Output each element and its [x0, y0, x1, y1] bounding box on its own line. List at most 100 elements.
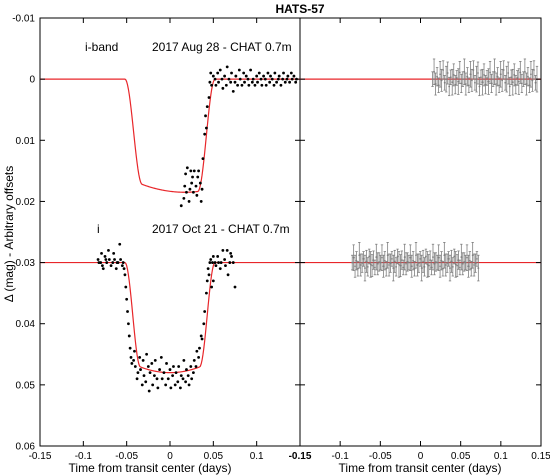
- data-point-2: [128, 346, 132, 350]
- data-point-1: [277, 74, 281, 78]
- residual-point-2: [426, 263, 429, 266]
- residual-point-2: [466, 256, 468, 259]
- residual-point-2: [427, 264, 430, 267]
- data-point-1: [294, 80, 298, 84]
- data-point-1: [292, 74, 296, 78]
- series-2-date: 2017 Oct 21 - CHAT 0.7m: [152, 222, 290, 236]
- data-point-2: [173, 383, 177, 387]
- residual-point-1: [522, 78, 525, 81]
- y-tick-label: 0.02: [16, 197, 36, 208]
- data-point-2: [107, 258, 111, 261]
- data-point-2: [130, 362, 134, 365]
- residual-point-2: [354, 265, 356, 268]
- data-point-2: [127, 334, 131, 338]
- data-point-2: [164, 383, 168, 387]
- residual-point-2: [453, 255, 456, 258]
- data-point-1: [238, 77, 242, 81]
- residual-point-2: [371, 264, 373, 267]
- data-point-2: [200, 337, 204, 341]
- data-point-2: [105, 261, 109, 264]
- residual-point-1: [475, 78, 478, 81]
- data-point-2: [210, 285, 214, 289]
- data-point-1: [198, 181, 202, 185]
- data-point-1: [199, 200, 203, 203]
- data-point-1: [205, 105, 209, 109]
- data-point-1: [236, 83, 240, 87]
- residual-point-1: [490, 82, 493, 85]
- residual-point-1: [492, 78, 494, 81]
- data-point-1: [187, 200, 191, 203]
- data-point-2: [218, 267, 222, 271]
- data-point-2: [124, 285, 128, 289]
- y-tick-label: 0.05: [16, 380, 36, 391]
- residual-point-2: [473, 264, 475, 266]
- residual-point-1: [455, 77, 458, 79]
- data-point-1: [283, 80, 287, 84]
- data-point-2: [207, 273, 211, 277]
- data-point-1: [194, 184, 198, 188]
- data-point-2: [144, 380, 148, 384]
- data-point-1: [185, 166, 189, 170]
- data-point-2: [142, 374, 146, 378]
- residual-point-2: [393, 260, 396, 263]
- data-point-1: [197, 169, 201, 173]
- data-point-1: [220, 77, 224, 81]
- residual-point-1: [449, 76, 452, 79]
- data-point-2: [198, 346, 201, 350]
- data-point-2: [203, 310, 207, 313]
- data-point-2: [213, 261, 217, 264]
- data-point-2: [165, 362, 168, 365]
- residual-point-2: [423, 265, 426, 268]
- data-point-2: [153, 374, 156, 378]
- data-point-2: [146, 365, 150, 368]
- x-tick-label: -0.1: [75, 451, 93, 462]
- residual-point-2: [399, 264, 402, 267]
- residual-point-2: [361, 262, 364, 265]
- data-point-2: [208, 261, 212, 264]
- data-point-1: [224, 83, 228, 87]
- data-point-1: [279, 83, 283, 87]
- data-point-2: [145, 352, 149, 356]
- residual-point-1: [530, 73, 532, 76]
- residual-point-2: [382, 265, 385, 268]
- x-tick-label: 0.15: [531, 451, 550, 462]
- residual-point-2: [395, 265, 398, 268]
- data-point-1: [203, 132, 207, 136]
- data-point-1: [275, 80, 278, 84]
- data-point-2: [174, 371, 178, 375]
- data-point-1: [246, 77, 250, 81]
- residual-point-1: [472, 69, 475, 71]
- data-point-2: [189, 365, 193, 368]
- residual-point-2: [430, 266, 433, 269]
- residual-point-2: [405, 262, 407, 265]
- data-point-1: [237, 68, 241, 72]
- residual-point-2: [388, 264, 390, 266]
- data-point-1: [229, 80, 233, 84]
- residual-point-2: [362, 258, 365, 260]
- y-tick-label: 0.01: [16, 136, 36, 147]
- residual-point-2: [419, 258, 422, 260]
- residual-point-1: [499, 73, 502, 76]
- data-point-2: [233, 285, 237, 289]
- residual-point-2: [369, 263, 372, 266]
- residual-point-1: [505, 78, 508, 81]
- residual-point-2: [425, 255, 427, 258]
- data-point-1: [185, 190, 188, 194]
- residual-point-2: [402, 266, 405, 269]
- residual-point-2: [467, 265, 470, 268]
- residual-point-1: [478, 85, 481, 88]
- data-point-2: [230, 255, 233, 258]
- residual-point-2: [365, 260, 368, 263]
- residual-point-1: [507, 72, 510, 74]
- data-point-1: [243, 80, 246, 84]
- data-point-2: [129, 355, 133, 359]
- data-point-2: [140, 383, 144, 387]
- data-point-2: [147, 389, 151, 393]
- data-point-2: [132, 359, 136, 362]
- residual-point-2: [447, 258, 450, 260]
- residual-point-2: [436, 261, 439, 264]
- data-point-2: [228, 261, 232, 264]
- residual-point-2: [446, 262, 449, 265]
- data-point-2: [119, 258, 122, 261]
- data-point-2: [206, 267, 210, 271]
